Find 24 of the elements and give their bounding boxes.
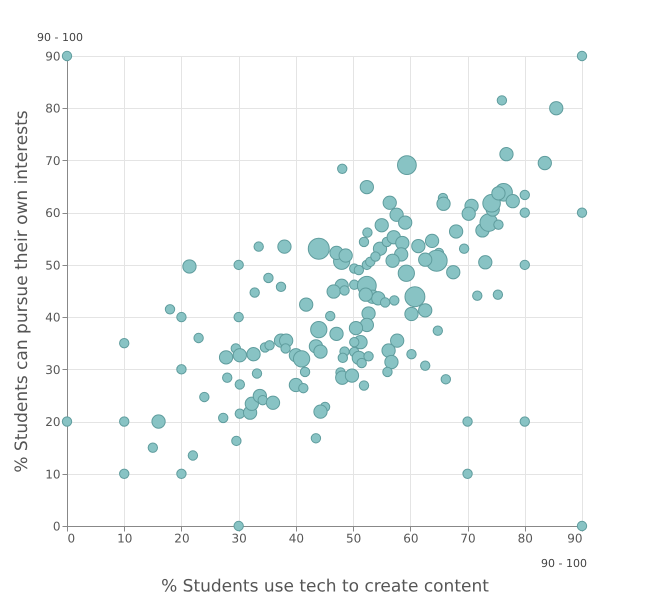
x-tick-label: 0 [68,532,76,546]
y-tick-label: 80 [45,102,60,116]
y-tick-label: 50 [45,258,60,272]
x-tick-label: 70 [460,532,476,546]
y-tick-label: 60 [45,206,60,220]
x-tick-label: 40 [288,532,304,546]
y-tick-label: 10 [45,467,60,482]
y-tick-label: 30 [45,362,60,377]
y-tick-label: 70 [45,154,60,168]
y-tick-label: 90 [45,50,60,64]
y-tick-label: 40 [45,310,60,325]
x-tick-label: 60 [403,532,418,546]
text: 90 - 100 [541,557,587,570]
text: 90 - 100 [37,31,83,44]
x-tick-label: 80 [518,532,533,546]
y-axis-title: % Students can pursue their own interests [12,110,32,473]
x-tick-label: 30 [232,532,247,546]
x-tick-label: 20 [174,532,190,546]
y-tick-label: 20 [45,415,60,430]
x-axis-title: % Students use tech to create content [161,576,490,596]
x-tick-label: 90 [567,532,582,546]
y-tick-label: 0 [52,520,60,534]
x-tick-label: 50 [346,532,362,546]
x-tick-label: 10 [117,532,132,546]
